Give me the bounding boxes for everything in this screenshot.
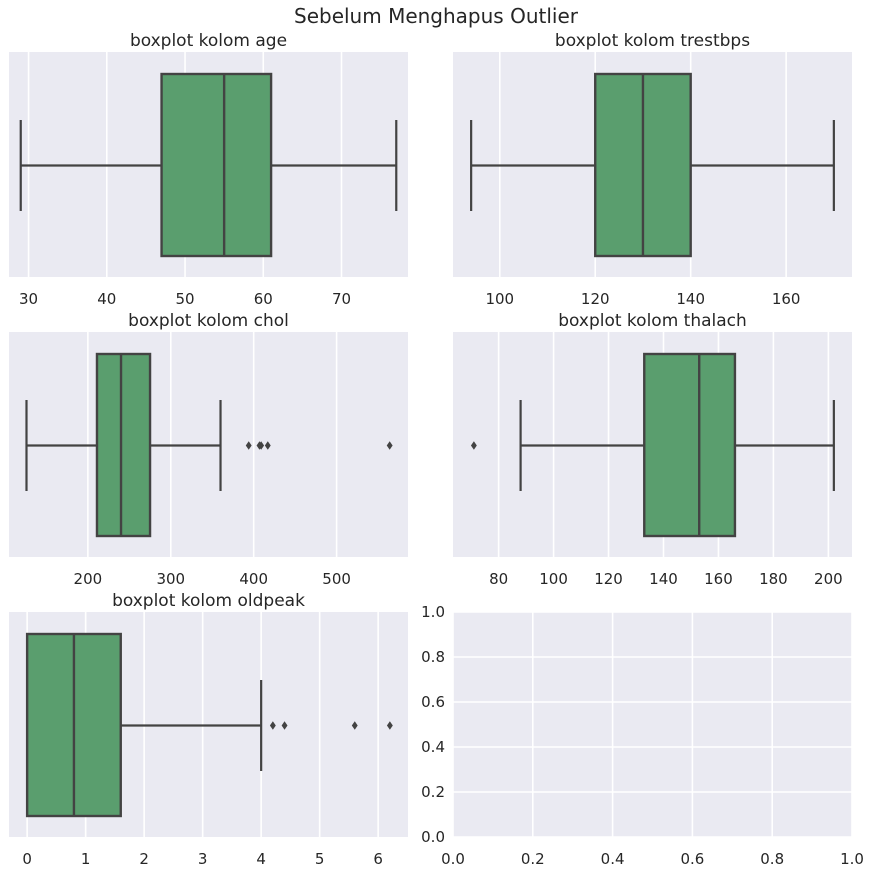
x-tick-label: 0.8 [760, 850, 784, 868]
y-tick-label: 0.8 [421, 648, 445, 666]
figure-title: Sebelum Menghapus Outlier [294, 4, 579, 28]
y-tick-label: 0.6 [421, 693, 445, 711]
x-tick-label: 0 [22, 850, 32, 868]
x-tick-label: 40 [97, 290, 116, 308]
y-tick-label: 0.2 [421, 783, 445, 801]
iqr-box [643, 352, 737, 538]
iqr-box [95, 352, 152, 538]
x-tick-label: 160 [704, 570, 733, 588]
x-tick-label: 100 [485, 290, 514, 308]
x-tick-label: 1.0 [840, 850, 864, 868]
x-tick-label: 120 [581, 290, 610, 308]
x-tick-label: 60 [254, 290, 273, 308]
x-tick-label: 1 [81, 850, 91, 868]
outlier-point [281, 721, 288, 730]
x-tick-label: 400 [239, 570, 268, 588]
outlier-point [245, 441, 252, 450]
x-tick-label: 6 [373, 850, 383, 868]
x-tick-label: 3 [198, 850, 208, 868]
x-tick-label: 120 [594, 570, 623, 588]
x-tick-label: 180 [759, 570, 788, 588]
x-tick-label: 160 [772, 290, 801, 308]
subplot-title: boxplot kolom trestbps [555, 31, 750, 51]
x-tick-label: 0.2 [521, 850, 545, 868]
x-tick-label: 0.0 [441, 850, 465, 868]
y-tick-label: 1.0 [421, 603, 445, 621]
subplot-title: boxplot kolom chol [128, 311, 289, 331]
subplot-2: 100 120 140 160 boxplot kolom trestbps [453, 31, 852, 308]
x-tick-label: 100 [539, 570, 568, 588]
y-tick-label: 0.0 [421, 828, 445, 846]
x-tick-label: 30 [19, 290, 38, 308]
outlier-point [386, 441, 393, 450]
x-tick-label: 5 [315, 850, 325, 868]
x-tick-label: 0.4 [601, 850, 625, 868]
x-tick-label: 140 [649, 570, 678, 588]
outlier-point [386, 721, 393, 730]
x-tick-label: 70 [332, 290, 351, 308]
outlier-point [264, 441, 271, 450]
x-tick-label: 140 [676, 290, 705, 308]
iqr-box [160, 72, 273, 258]
y-tick-label: 0.4 [421, 738, 445, 756]
subplot-title: boxplot kolom oldpeak [112, 591, 305, 611]
x-tick-label: 0.6 [680, 850, 704, 868]
outlier-point [258, 441, 265, 450]
subplot-4: 80 100 120 140 160 180 200 boxplot kolom thalac… [453, 311, 852, 588]
x-tick-label: 2 [139, 850, 149, 868]
outlier-point [269, 721, 276, 730]
x-tick-label: 200 [814, 570, 843, 588]
plot-area [453, 612, 852, 837]
x-tick-label: 4 [256, 850, 266, 868]
x-tick-label: 500 [322, 570, 351, 588]
outlier-point [351, 721, 358, 730]
subplot-5: 0 1 2 3 4 5 6 boxplot kolom oldpeak [9, 591, 408, 868]
x-tick-label: 50 [175, 290, 194, 308]
subplot-3: 200 300 400 500 boxplot kolom chol [9, 311, 408, 588]
x-tick-label: 200 [74, 570, 103, 588]
x-tick-label: 300 [156, 570, 185, 588]
subplot-6: 0.0 0.2 0.4 0.6 0.8 1.0 0.0 0.2 0.4 0.6 0.8 1.0 [421, 603, 864, 868]
subplot-1: 30 40 50 60 70 boxplot kolom age [9, 31, 408, 308]
subplot-title: boxplot kolom thalach [558, 311, 747, 331]
x-tick-label: 80 [489, 570, 508, 588]
subplot-title: boxplot kolom age [130, 31, 287, 51]
outlier-point [470, 441, 477, 450]
